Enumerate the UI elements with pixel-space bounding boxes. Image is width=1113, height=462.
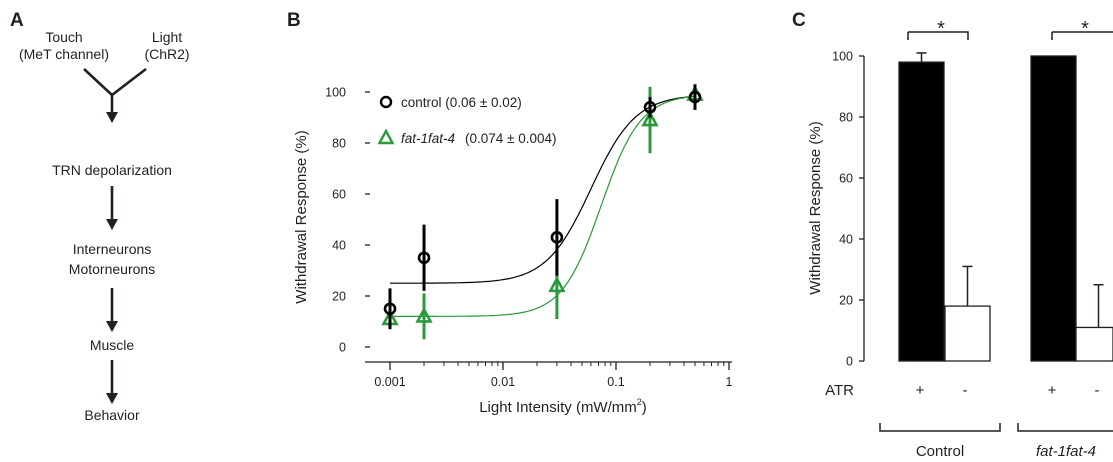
atr-row-label: ATR bbox=[825, 382, 854, 399]
group-bracket-control bbox=[879, 423, 1001, 432]
group-bracket-fat bbox=[1017, 423, 1113, 432]
point-control bbox=[417, 251, 431, 265]
touch-label: Touch bbox=[45, 29, 82, 45]
b-x-tick-label: 0.01 bbox=[491, 375, 515, 389]
atr-fat-minus: - bbox=[1095, 382, 1100, 399]
panel-a-flowchart: Touch (MeT channel) Light (ChR2) TRN dep… bbox=[19, 29, 190, 423]
b-data-points bbox=[381, 84, 704, 340]
c-y-tick-label: 40 bbox=[839, 233, 853, 247]
touch-connector bbox=[83, 68, 113, 96]
arrow-down-icon bbox=[106, 321, 118, 332]
panel-label-c: C bbox=[792, 10, 806, 31]
b-x-axis-label: Light Intensity (mW/mm2) bbox=[479, 397, 647, 416]
arrow-down-icon bbox=[106, 112, 118, 123]
bar-fat-atr-plus bbox=[1030, 55, 1077, 362]
panel-label-b: B bbox=[287, 10, 301, 31]
c-y-axis-label: Withdrawal Response (%) bbox=[807, 121, 824, 294]
c-y-tick-label: 60 bbox=[839, 172, 853, 186]
b-x-tick-label: 1 bbox=[726, 375, 733, 389]
b-x-axis-label-text: Light Intensity (mW/mm bbox=[479, 399, 637, 416]
c-y-tick-label: 100 bbox=[832, 50, 853, 64]
b-y-ticks: 0 20 40 60 80 100 bbox=[325, 86, 370, 355]
legend-fat-value: (0.074 ± 0.004) bbox=[465, 131, 556, 146]
panel-label-a: A bbox=[10, 10, 24, 31]
light-sublabel: (ChR2) bbox=[144, 46, 189, 62]
bar-control-atr-minus bbox=[944, 305, 991, 362]
fit-curve-fat bbox=[390, 95, 696, 317]
point-control bbox=[550, 231, 564, 244]
group-label-control: Control bbox=[916, 443, 964, 460]
significance-bracket-fat bbox=[1051, 31, 1113, 40]
arrow-down-icon bbox=[106, 219, 118, 230]
point-fat bbox=[548, 276, 566, 293]
legend-label-fat: fat-1fat-4 (0.074 ± 0.004) bbox=[401, 131, 557, 146]
c-y-tick-label: 80 bbox=[839, 111, 853, 125]
flow-step-trn: TRN depolarization bbox=[52, 162, 172, 178]
atr-fat-plus: + bbox=[1048, 382, 1057, 399]
significance-star-control: * bbox=[937, 18, 945, 40]
legend-control-name: control bbox=[401, 95, 442, 110]
b-fit-curves bbox=[390, 95, 696, 317]
b-x-axis-label-superscript: 2 bbox=[637, 397, 642, 407]
b-y-tick-label: 60 bbox=[332, 188, 346, 202]
b-y-tick-label: 40 bbox=[332, 239, 346, 253]
bar-control-atr-plus bbox=[898, 61, 945, 362]
significance-star-fat: * bbox=[1081, 18, 1089, 40]
panel-c-chart: 0 20 40 60 80 100 Withdrawal Response (%) * *… bbox=[807, 18, 1113, 460]
b-x-tick-label: 0.001 bbox=[374, 375, 405, 389]
c-bars bbox=[898, 52, 1113, 362]
b-y-tick-label: 100 bbox=[325, 86, 346, 100]
point-fat bbox=[641, 110, 659, 127]
b-y-tick-label: 20 bbox=[332, 290, 346, 304]
legend-marker-fat bbox=[377, 128, 395, 145]
atr-control-plus: + bbox=[916, 382, 925, 399]
b-x-ticks: 0.001 0.01 0.1 1 bbox=[374, 362, 733, 389]
c-y-tick-label: 20 bbox=[839, 294, 853, 308]
fit-curve-control bbox=[390, 95, 696, 284]
light-connector bbox=[111, 67, 147, 97]
b-y-axis-label: Withdrawal Response (%) bbox=[293, 130, 310, 303]
flow-step-muscle: Muscle bbox=[90, 337, 135, 353]
b-y-tick-label: 80 bbox=[332, 137, 346, 151]
c-y-ticks: 0 20 40 60 80 100 bbox=[832, 50, 864, 369]
point-control bbox=[688, 90, 702, 104]
legend-fat-name: fat-1fat-4 bbox=[401, 131, 455, 146]
light-label: Light bbox=[152, 29, 182, 45]
c-y-tick-label: 0 bbox=[846, 355, 853, 369]
b-y-tick-label: 0 bbox=[339, 341, 346, 355]
b-x-tick-label: 0.1 bbox=[607, 375, 624, 389]
point-fat bbox=[415, 306, 433, 323]
b-x-axis-label-close: ) bbox=[642, 399, 647, 416]
point-control bbox=[383, 302, 397, 316]
bar-fat-atr-minus bbox=[1075, 326, 1113, 362]
atr-control-minus: - bbox=[963, 382, 968, 399]
legend-label-control: control (0.06 ± 0.02) bbox=[401, 95, 522, 110]
significance-bracket-control bbox=[907, 31, 969, 40]
flow-step-motorneurons: Motorneurons bbox=[69, 261, 155, 277]
panel-b-chart: 0.001 0.01 0.1 1 0 20 40 60 80 100 Light Intensi… bbox=[293, 84, 733, 416]
point-control bbox=[643, 101, 657, 114]
touch-sublabel: (MeT channel) bbox=[19, 46, 109, 62]
legend-control-value: (0.06 ± 0.02) bbox=[445, 95, 521, 110]
group-label-fat: fat-1fat-4 bbox=[1036, 443, 1096, 460]
flow-step-interneurons: Interneurons bbox=[73, 241, 152, 257]
arrow-down-icon bbox=[106, 393, 118, 404]
flow-step-behavior: Behavior bbox=[84, 407, 140, 423]
b-legend: control (0.06 ± 0.02) fat-1fat-4 (0.074 ±… bbox=[377, 95, 557, 146]
legend-marker-control bbox=[379, 95, 393, 109]
